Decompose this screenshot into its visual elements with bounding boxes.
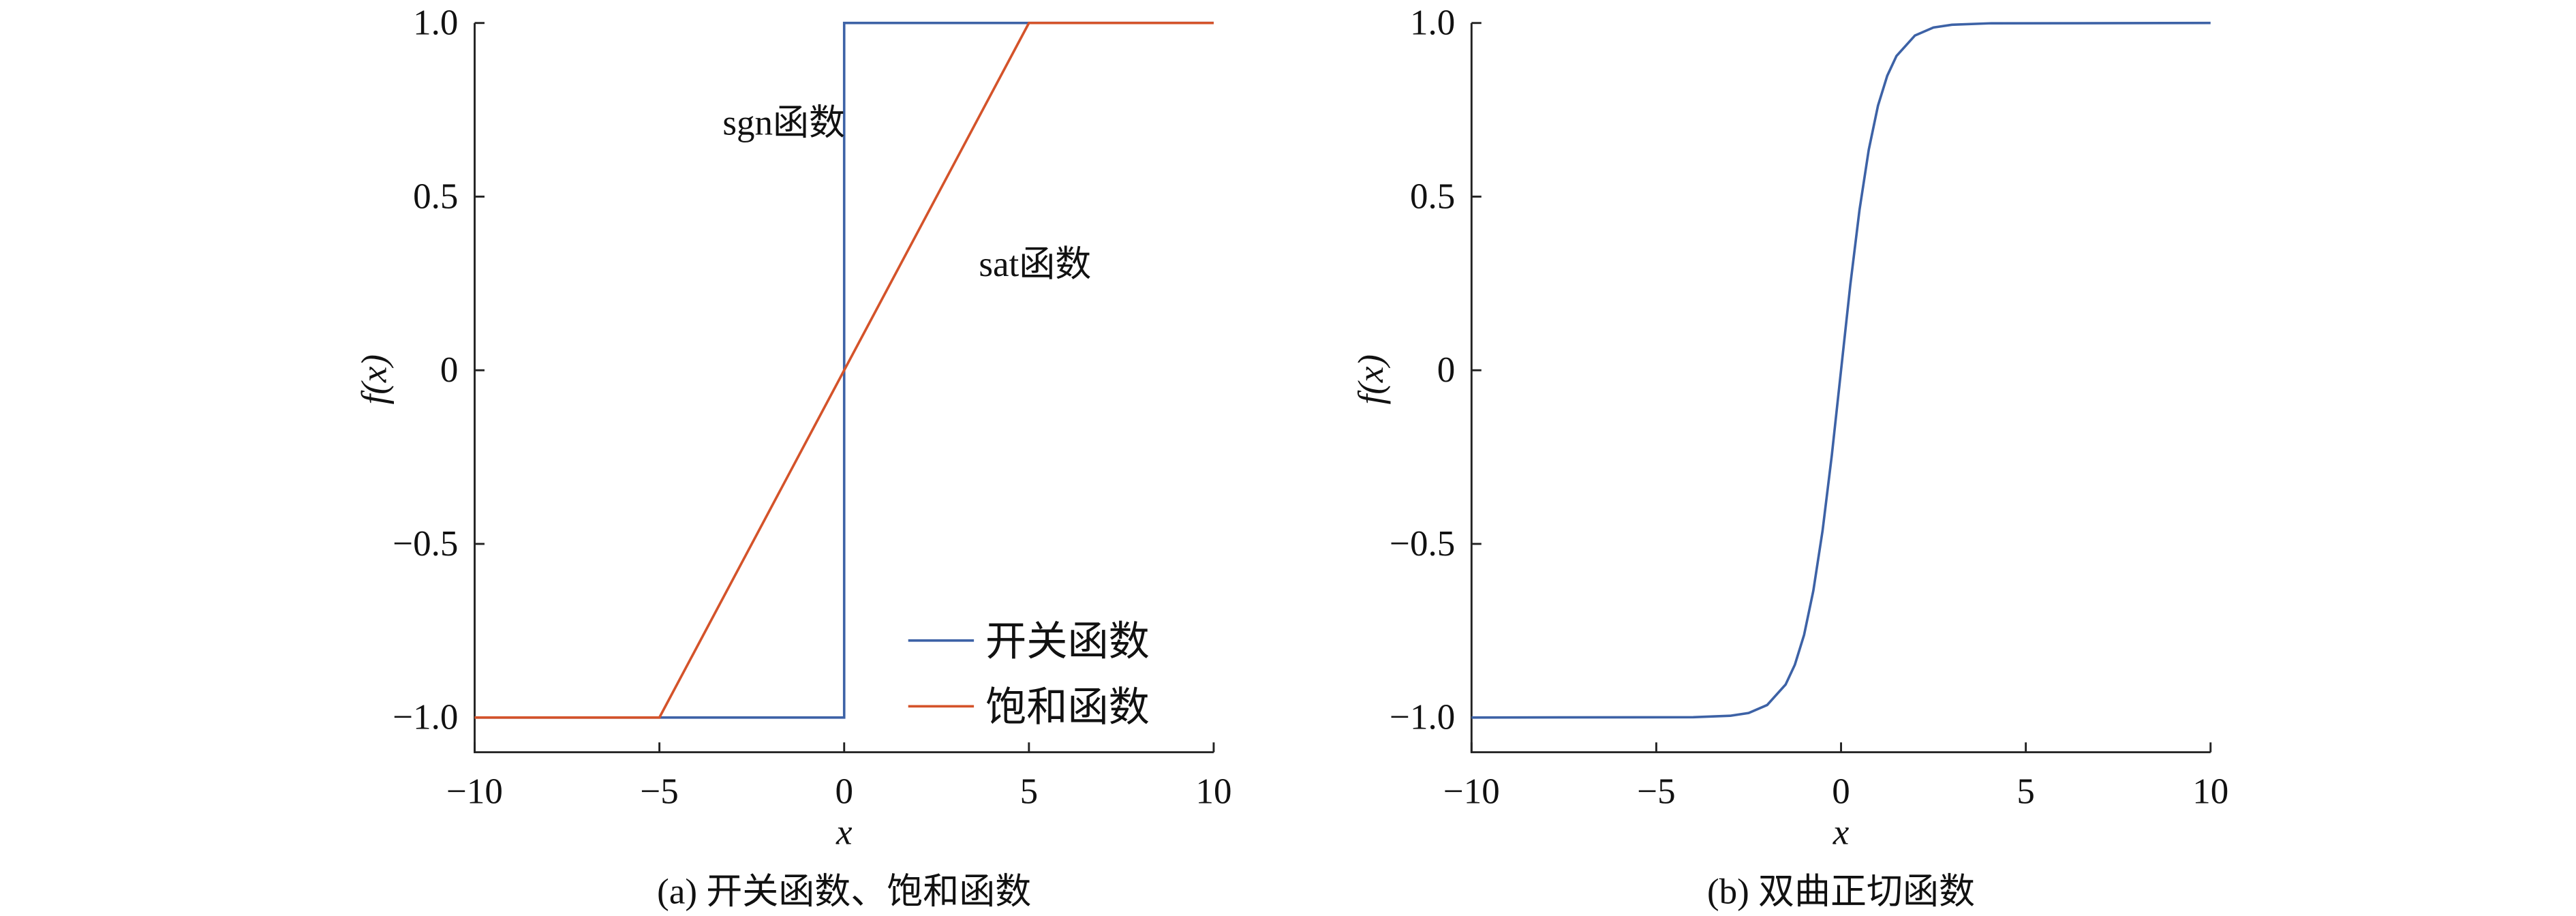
y-tick-label: −1.0 [393,698,458,737]
y-tick-label: −0.5 [1390,524,1455,564]
legend-label: 饱和函数 [985,685,1150,731]
x-axis-label: x [1833,813,1850,853]
x-tick-label: −10 [1443,772,1500,811]
y-tick-label: 1.0 [1410,3,1455,43]
y-tick-label: 0.5 [413,177,458,216]
y-tick-label: 1.0 [413,3,458,43]
x-axis-label: x [835,813,853,853]
x-tick-label: −5 [640,772,678,811]
x-tick-label: 5 [2017,772,2035,811]
caption: (a) 开关函数、饱和函数 [657,872,1031,911]
x-tick-label: 0 [835,772,853,811]
legend-label: 开关函数 [985,620,1150,665]
caption: (b) 双曲正切函数 [1707,872,1975,911]
line-series [474,21,1214,719]
x-tick-label: 10 [2192,772,2228,811]
y-tick-label: 0 [1437,350,1456,390]
axes [1470,22,2211,754]
x-tick-label: 5 [1020,772,1039,811]
line-series [1471,21,2211,719]
x-tick-label: −5 [1637,772,1675,811]
y-tick-label: 0 [440,350,459,390]
x-tick-label: 10 [1195,772,1231,811]
x-tick-label: 0 [1832,772,1850,811]
x-tick-label: −10 [446,772,503,811]
annotation: sat函数 [979,245,1091,284]
y-axis-label: f(x) [354,354,394,405]
y-tick-label: −1.0 [1390,698,1455,737]
y-axis-label: f(x) [1351,354,1391,405]
y-tick-label: −0.5 [393,524,458,564]
annotation: sgn函数 [722,104,845,143]
y-tick-label: 0.5 [1410,177,1455,216]
